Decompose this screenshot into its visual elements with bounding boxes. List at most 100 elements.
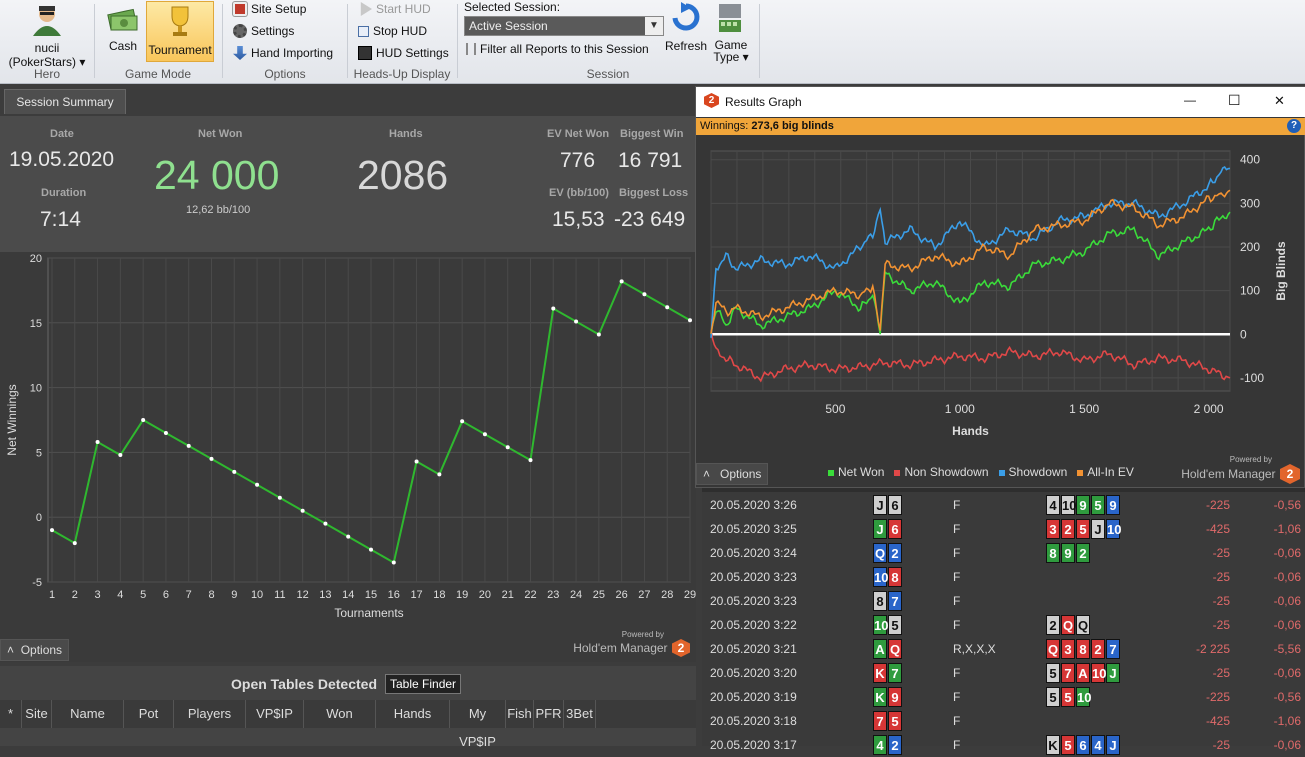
column-header[interactable]: Name — [52, 700, 124, 728]
legend-label: All-In EV — [1087, 465, 1134, 479]
hero-group-label: Hero — [33, 67, 60, 81]
column-header[interactable]: VP$IP — [246, 700, 304, 728]
hand-importing-button[interactable]: Hand Importing — [233, 46, 333, 60]
left-chart-ytick-label: 0 — [36, 512, 42, 524]
tab-session-summary[interactable]: Session Summary — [4, 89, 126, 114]
duration-label: Duration — [41, 187, 87, 199]
selected-session-label: Selected Session: — [464, 0, 561, 14]
table-row[interactable]: 20.05.2020 3:20 K 7 F 5 7 A 10 J -25 -0,06 — [702, 661, 1305, 685]
net-winnings-point — [141, 418, 146, 422]
column-header[interactable]: 3Bet — [564, 700, 596, 728]
table-row[interactable]: 20.05.2020 3:18 7 5 F -425 -1,06 — [702, 709, 1305, 733]
minimize-icon[interactable]: — — [1184, 93, 1196, 107]
table-finder-button[interactable]: Table Finder — [385, 674, 462, 694]
net-winnings-point — [346, 534, 351, 539]
hand-action: F — [953, 714, 961, 728]
column-header[interactable]: Fish — [506, 700, 534, 728]
stop-hud-button[interactable]: Stop HUD — [358, 24, 427, 38]
left-chart-ytick-label: -5 — [32, 577, 42, 589]
legend-item: Non Showdown — [894, 465, 989, 479]
legend-swatch — [998, 469, 1005, 476]
ribbon-separator — [347, 4, 348, 78]
hem-app-icon: 2 — [704, 93, 719, 108]
legend-swatch — [1077, 469, 1084, 476]
left-chart-ylabel: Net Winnings — [5, 384, 19, 455]
column-header[interactable]: * — [0, 700, 22, 728]
refresh-label: Refresh — [664, 39, 708, 53]
tournament-button[interactable]: Tournament — [146, 1, 214, 62]
cash-button[interactable]: Cash — [103, 4, 143, 53]
session-select[interactable]: Active Session ▼ — [464, 16, 664, 36]
left-chart-ytick-label: 10 — [30, 383, 42, 395]
column-header[interactable]: My VP$IP — [450, 700, 506, 749]
table-row[interactable]: 20.05.2020 3:19 K 9 F 5 5 10 -225 -0,56 — [702, 685, 1305, 709]
graph-series-line — [710, 330, 1231, 383]
playing-card: Q — [1076, 615, 1090, 635]
left-options-label: Options — [20, 643, 63, 657]
hand-time: 20.05.2020 3:23 — [710, 594, 797, 608]
legend-label: Net Won — [838, 465, 885, 479]
graph-options-button[interactable]: ˄ Options — [696, 463, 769, 485]
column-header[interactable]: Won — [304, 700, 376, 728]
filter-session-button[interactable]: Filter all Reports to this Session — [466, 42, 649, 56]
table-row[interactable]: 20.05.2020 3:22 10 5 F 2 Q Q -25 -0,06 — [702, 613, 1305, 637]
playing-card: 8 — [1076, 639, 1090, 659]
chevron-down-icon[interactable]: ▼ — [645, 17, 663, 35]
left-chart-xtick-label: 17 — [410, 589, 422, 601]
graph-ytick-label: 0 — [1240, 327, 1247, 341]
biggest-loss-value: -23 649 — [614, 208, 686, 231]
ribbon-separator — [222, 4, 223, 78]
table-row[interactable]: 20.05.2020 3:21 A Q R,X,X,X Q 3 8 2 7 -2 225 -5,56 — [702, 637, 1305, 661]
table-row[interactable]: 20.05.2020 3:23 8 7 F -25 -0,06 — [702, 589, 1305, 613]
chevron-down-icon: ▾ — [79, 55, 86, 69]
playing-card: J — [1106, 663, 1120, 683]
net-won-label: Net Won — [198, 128, 243, 140]
table-row[interactable]: 20.05.2020 3:24 Q 2 F 8 9 2 -25 -0,06 — [702, 541, 1305, 565]
site-setup-button[interactable]: Site Setup — [233, 2, 306, 16]
column-header[interactable]: Pot — [124, 700, 174, 728]
hud-settings-button[interactable]: HUD Settings — [358, 46, 449, 60]
column-header[interactable]: Hands — [376, 700, 450, 728]
net-winnings-point — [574, 319, 579, 324]
playing-card: 6 — [1076, 735, 1090, 755]
playing-card: 7 — [1106, 639, 1120, 659]
table-row[interactable]: 20.05.2020 3:23 10 8 F -25 -0,06 — [702, 565, 1305, 589]
board-cards: 5 5 10 — [1046, 687, 1091, 707]
hero-name: nucii — [34, 41, 60, 55]
import-arrow-icon — [233, 46, 247, 60]
refresh-button[interactable]: Refresh — [664, 2, 708, 53]
column-header[interactable]: Players — [174, 700, 246, 728]
left-chart-xtick-label: 11 — [274, 589, 285, 601]
left-options-button[interactable]: ˄ Options — [0, 639, 70, 661]
date-label: Date — [50, 128, 74, 140]
net-winnings-point — [528, 458, 533, 463]
graph-xlabel: Hands — [952, 424, 989, 437]
net-winnings-point — [619, 279, 624, 284]
hero-button[interactable]: nucii (PokerStars) ▾ — [8, 2, 86, 69]
column-header[interactable]: Site — [22, 700, 52, 728]
board-cards: 5 7 A 10 J — [1046, 663, 1120, 683]
settings-button[interactable]: Settings — [233, 24, 294, 38]
hand-time: 20.05.2020 3:22 — [710, 618, 797, 632]
playing-card: 2 — [888, 543, 902, 563]
table-row[interactable]: 20.05.2020 3:25 J 6 F 3 2 5 J 10 -425 -1,06 — [702, 517, 1305, 541]
close-icon[interactable]: ✕ — [1274, 93, 1285, 108]
help-icon[interactable]: ? — [1287, 119, 1301, 133]
cash-icon — [107, 8, 138, 31]
playing-card: J — [1091, 519, 1105, 539]
table-row[interactable]: 20.05.2020 3:26 J 6 F 4 10 9 5 9 -225 -0,56 — [702, 493, 1305, 517]
table-row[interactable]: 20.05.2020 3:17 4 2 F K 5 6 4 J -25 -0,06 — [702, 733, 1305, 757]
net-winnings-point — [118, 452, 123, 457]
left-chart-xtick-label: 3 — [95, 589, 101, 601]
column-header[interactable]: PFR — [534, 700, 564, 728]
net-winnings-point — [300, 508, 305, 513]
stop-hud-label: Stop HUD — [373, 24, 428, 38]
start-hud-button[interactable]: Start HUD — [358, 2, 431, 16]
game-type-button[interactable]: Game Type ▾ — [708, 2, 754, 63]
biggest-win-label: Biggest Win — [620, 128, 684, 140]
hand-action: F — [953, 522, 961, 536]
maximize-icon[interactable]: ☐ — [1228, 92, 1241, 108]
graph-ytick-label: 100 — [1240, 284, 1260, 298]
